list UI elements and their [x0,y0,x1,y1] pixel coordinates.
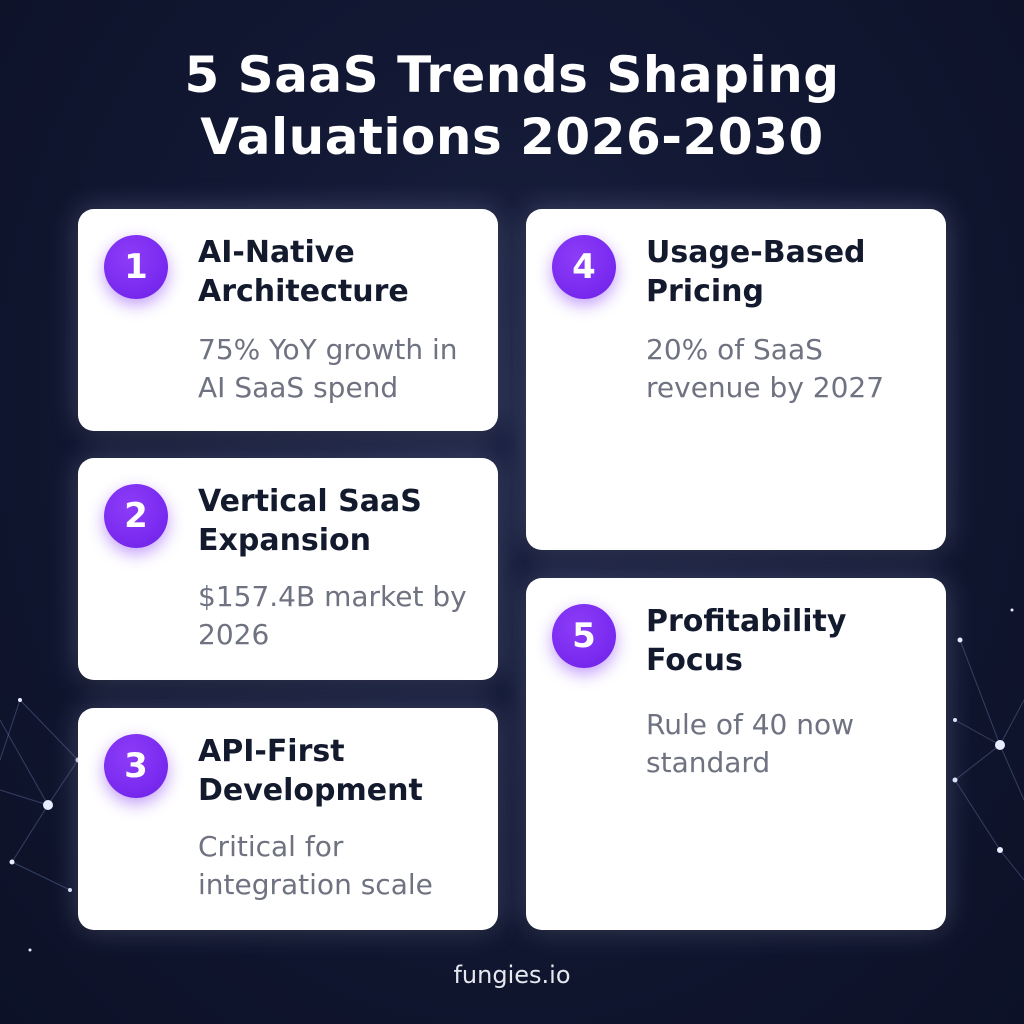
page-title: 5 SaaS Trends Shaping Valuations 2026-20… [0,44,1024,168]
trend-title: API-First Development [198,732,482,810]
trend-number-badge: 2 [104,484,168,548]
trend-card-2: 2 Vertical SaaS Expansion $157.4B market… [78,458,498,680]
trend-description-line-1: $157.4B market by [198,580,467,613]
footer-brand: fungies.io [453,961,571,989]
trend-number-badge: 3 [104,734,168,798]
trend-description-line-1: Critical for [198,830,344,863]
trend-title-line-2: Architecture [198,274,409,309]
trend-description: Critical for integration scale [198,828,482,904]
trend-title-line-1: Profitability [646,604,847,639]
trend-number-badge: 5 [552,604,616,668]
trend-card-5: 5 Profitability Focus Rule of 40 now sta… [526,578,946,930]
trend-title: Vertical SaaS Expansion [198,482,482,560]
trend-title-line-2: Development [198,773,423,808]
trend-description: 20% of SaaS revenue by 2027 [646,331,930,407]
trend-description: Rule of 40 now standard [646,706,930,782]
trend-description-line-1: 20% of SaaS [646,333,823,366]
trend-title-line-1: AI-Native [198,235,355,270]
page-title-line-1: 5 SaaS Trends Shaping [184,46,840,104]
trend-title-line-1: API-First [198,734,345,769]
trend-title-line-2: Focus [646,643,743,678]
trend-description-line-2: revenue by 2027 [646,371,885,404]
trend-description-line-2: 2026 [198,618,270,651]
trend-description-line-2: standard [646,746,771,779]
trend-card-1: 1 AI-Native Architecture 75% YoY growth … [78,209,498,431]
trend-card-4: 4 Usage-Based Pricing 20% of SaaS revenu… [526,209,946,550]
trend-number-badge: 1 [104,235,168,299]
trend-description-line-1: Rule of 40 now [646,708,855,741]
trend-description-line-2: AI SaaS spend [198,371,399,404]
trend-title-line-2: Pricing [646,274,764,309]
trend-title: AI-Native Architecture [198,233,482,311]
trend-card-3: 3 API-First Development Critical for int… [78,708,498,930]
trend-description: $157.4B market by 2026 [198,578,482,654]
trend-number-badge: 4 [552,235,616,299]
trend-title-line-1: Vertical SaaS [198,484,422,519]
trend-description: 75% YoY growth in AI SaaS spend [198,331,482,407]
trend-title: Profitability Focus [646,602,930,680]
trend-title-line-1: Usage-Based [646,235,866,270]
page-title-line-2: Valuations 2026-2030 [200,108,824,166]
trend-title-line-2: Expansion [198,523,372,558]
trend-title: Usage-Based Pricing [646,233,930,311]
trend-description-line-1: 75% YoY growth in [198,333,458,366]
trend-description-line-2: integration scale [198,868,433,901]
